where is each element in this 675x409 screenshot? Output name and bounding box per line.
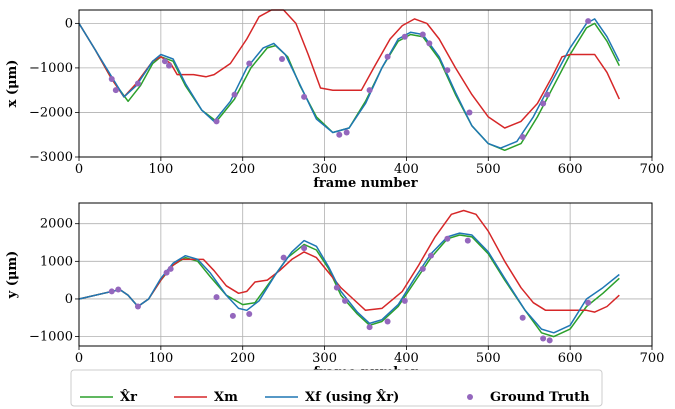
- x-panel-ground-truth-point: [108, 76, 115, 83]
- x-panel-ground-truth-point: [366, 87, 373, 94]
- x-panel-line-xm: [78, 9, 620, 129]
- x-panel-ylabel: x (μm): [5, 60, 20, 108]
- legend-label-xr: X̂r: [120, 389, 137, 405]
- y-panel-ground-truth-point: [464, 237, 471, 244]
- y-panel-ground-truth-point: [280, 254, 287, 261]
- x-panel-line-xf: [78, 18, 620, 149]
- y-panel-xtick-label: 200: [230, 351, 255, 366]
- legend-label-xf: Xf (using X̂r): [305, 389, 399, 405]
- x-panel-ground-truth-point: [426, 40, 433, 47]
- y-panel-ground-truth-point: [366, 324, 373, 331]
- x-panel-ground-truth-point: [231, 91, 238, 98]
- x-panel-ground-truth-point: [419, 31, 426, 38]
- x-panel-ground-truth-point: [544, 91, 551, 98]
- y-panel-ground-truth-point: [213, 294, 220, 301]
- y-panel-ytick-label: −1000: [29, 330, 73, 345]
- y-panel-ytick-label: 1000: [40, 254, 73, 269]
- y-panel-ground-truth-point: [134, 303, 141, 310]
- x-panel-xtick-label: 500: [476, 162, 501, 177]
- x-panel-ground-truth-point: [213, 118, 220, 125]
- x-panel-ground-truth-point: [585, 18, 592, 25]
- y-panel-ground-truth-point: [401, 297, 408, 304]
- y-panel-ground-truth-point: [333, 284, 340, 291]
- y-panel-ground-truth-point: [229, 312, 236, 319]
- x-panel-ground-truth-point: [166, 62, 173, 69]
- y-position-panel: 0100200300400500600700−1000010002000fram…: [5, 202, 665, 380]
- y-panel-xtick-label: 400: [394, 351, 419, 366]
- x-panel-ground-truth-point: [444, 67, 451, 74]
- x-panel-ground-truth-point: [134, 80, 141, 87]
- y-panel-ground-truth-point: [108, 288, 115, 295]
- y-panel-ytick-label: 0: [65, 292, 73, 307]
- y-panel-xtick-label: 700: [640, 351, 665, 366]
- x-panel-ytick-label: 0: [65, 16, 73, 31]
- y-panel-ground-truth-point: [585, 299, 592, 306]
- y-panel-ylabel: y (μm): [5, 251, 20, 300]
- x-panel-frame: [78, 9, 653, 158]
- x-panel-xtick-label: 700: [640, 162, 665, 177]
- x-panel-ground-truth-point: [246, 60, 253, 67]
- legend-swatch-gt: [467, 394, 473, 400]
- y-panel-ground-truth-point: [519, 314, 526, 321]
- y-panel-xtick-label: 300: [312, 351, 337, 366]
- x-panel-xtick-label: 100: [148, 162, 173, 177]
- legend-label-gt: Ground Truth: [490, 390, 590, 405]
- y-panel-xtick-label: 0: [75, 351, 83, 366]
- x-panel-ground-truth-point: [343, 129, 350, 136]
- y-panel-ground-truth-point: [384, 318, 391, 325]
- y-panel-ground-truth-point: [167, 265, 174, 272]
- x-panel-ytick-label: −2000: [29, 105, 73, 120]
- x-panel-ground-truth-point: [519, 133, 526, 140]
- x-panel-ground-truth-point: [301, 93, 308, 100]
- y-panel-ground-truth-point: [419, 265, 426, 272]
- x-panel-xtick-label: 300: [312, 162, 337, 177]
- x-panel-ground-truth-point: [112, 87, 119, 94]
- y-panel-ground-truth-point: [301, 245, 308, 252]
- y-panel-ground-truth-point: [546, 337, 553, 344]
- x-panel-xtick-label: 0: [75, 162, 83, 177]
- x-panel-ground-truth-point: [466, 109, 473, 116]
- x-panel-ground-truth-point: [336, 131, 343, 138]
- x-panel-ytick-label: −3000: [29, 150, 73, 165]
- x-panel-xlabel: frame number: [313, 176, 417, 191]
- x-panel-ground-truth-point: [384, 53, 391, 60]
- y-panel-frame: [78, 202, 653, 347]
- y-panel-ground-truth-point: [427, 252, 434, 259]
- y-panel-xtick-label: 600: [558, 351, 583, 366]
- x-panel-ground-truth-point: [401, 33, 408, 40]
- y-panel-ground-truth-point: [342, 297, 349, 304]
- y-panel-ground-truth-point: [163, 269, 170, 276]
- x-panel-ground-truth-point: [161, 58, 168, 65]
- y-panel-ytick-label: 2000: [40, 217, 73, 232]
- x-panel-ground-truth-point: [540, 100, 547, 107]
- x-panel-xtick-label: 600: [558, 162, 583, 177]
- x-position-panel: 0 100 200 300 400 500 600 700 −3000 −2000 −1000 0 fr…: [5, 9, 665, 191]
- legend: X̂r Xm Xf (using X̂r) Ground Truth: [70, 369, 603, 407]
- x-panel-xtick-label: 400: [394, 162, 419, 177]
- y-panel-xtick-label: 500: [476, 351, 501, 366]
- y-panel-ground-truth-point: [246, 311, 253, 318]
- x-panel-ground-truth-point: [279, 56, 286, 62]
- y-panel-ground-truth-point: [115, 286, 122, 293]
- y-panel-xtick-label: 100: [148, 351, 173, 366]
- x-panel-ytick-label: −1000: [29, 61, 73, 76]
- x-panel-xtick-label: 200: [230, 162, 255, 177]
- y-panel-ground-truth-point: [444, 235, 451, 242]
- y-panel-ground-truth-point: [540, 335, 547, 342]
- legend-label-xm: Xm: [214, 390, 238, 405]
